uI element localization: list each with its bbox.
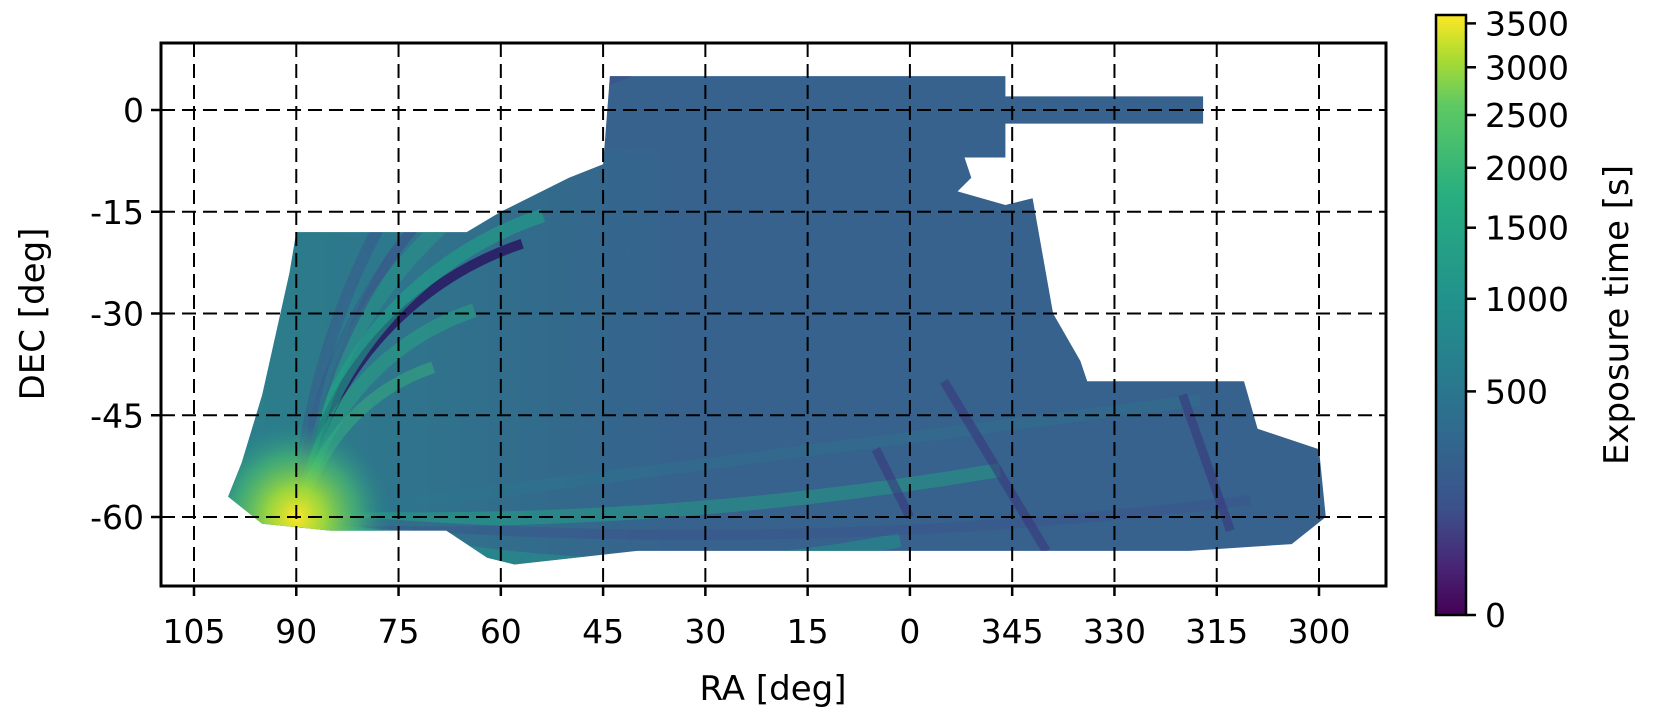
y-axis-ticks: 0 -15 -30 -45 -60 [90,91,161,537]
x-tick-label: 75 [378,612,420,651]
colorbar-tick-label: 2500 [1485,96,1569,135]
x-tick-label: 345 [981,612,1044,651]
x-tick-label: 30 [684,612,726,651]
x-tick-label: 15 [787,612,829,651]
x-tick-label: 45 [582,612,624,651]
x-tick-label: 315 [1185,612,1248,651]
exposure-stripe [940,379,1051,554]
survey-footprint [228,76,1326,565]
grid-lines [161,43,1386,586]
exposure-stripe [1178,393,1235,533]
x-axis-ticks: 105 90 75 60 45 30 15 0 345 330 315 300 [163,586,1351,651]
exposure-stripe [295,394,1201,523]
y-axis-title: DEC [deg] [13,228,53,401]
y-tick-label: -15 [90,193,144,232]
colorbar-ticks: 0 500 1000 1500 2000 2500 3000 3500 [1466,4,1569,635]
colorbar-tick-label: 3000 [1485,48,1569,87]
colorbar-tick-label: 2000 [1485,149,1569,188]
y-tick-label: -45 [90,396,144,435]
exposure-stripe [295,495,1251,540]
x-tick-label: 60 [480,612,522,651]
x-tick-label: 300 [1288,612,1351,651]
x-tick-label: 0 [899,612,920,651]
exposure-stripe [871,447,914,520]
colorbar-bar [1434,13,1468,617]
y-tick-label: 0 [123,91,144,130]
colorbar-title: Exposure time [s] [1597,165,1637,465]
colorbar-tick-label: 500 [1485,372,1548,411]
colorbar-tick-label: 0 [1485,596,1506,635]
x-tick-label: 330 [1083,612,1146,651]
y-tick-label: -30 [90,295,144,334]
exposure-stripe [296,463,1002,527]
colorbar-tick-label: 1500 [1485,209,1569,248]
colorbar: 0 500 1000 1500 2000 2500 3000 3500 Exposure ti… [1434,4,1637,635]
colorbar-tick-label: 1000 [1485,280,1569,319]
y-tick-label: -60 [90,498,144,537]
colorbar-tick-label: 3500 [1485,4,1569,43]
x-axis-title: RA [deg] [700,669,847,709]
x-tick-label: 90 [275,612,317,651]
x-tick-label: 105 [163,612,226,651]
